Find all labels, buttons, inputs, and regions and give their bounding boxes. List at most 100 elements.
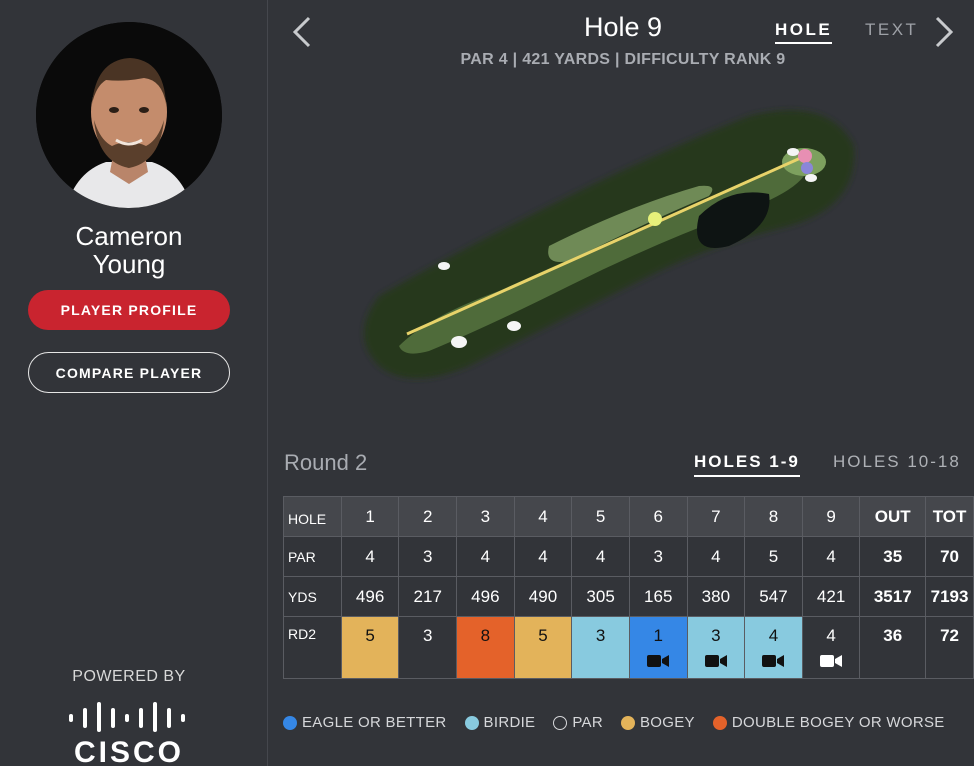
score-value: 4 — [768, 626, 779, 645]
yds-cell: 547 — [744, 576, 803, 617]
scorecard-par-row: PAR 4 3 4 4 4 3 4 5 4 35 70 — [283, 536, 974, 577]
header-cell: 9 — [801, 496, 861, 537]
header-cell: 1 — [340, 496, 400, 537]
score-value: 8 — [480, 626, 491, 645]
compare-player-button[interactable]: COMPARE PLAYER — [28, 352, 230, 393]
legend-label: BIRDIE — [483, 714, 536, 731]
score-value: 1 — [653, 626, 663, 645]
forward-chevron-icon[interactable] — [933, 16, 955, 48]
header-cell: 2 — [398, 496, 458, 537]
scorecard-round-row: RD2 5 3 8 5 3 1 3 4 4 36 72 — [283, 616, 974, 679]
hole-title: Hole 9 — [583, 12, 663, 42]
header-cell: 5 — [571, 496, 630, 537]
header-cell: TOT — [925, 496, 974, 537]
score-legend: EAGLE OR BETTER BIRDIE PAR BOGEY DOUBLE … — [283, 714, 945, 731]
score-cell[interactable]: 4 — [801, 616, 861, 679]
player-profile-button[interactable]: PLAYER PROFILE — [28, 290, 230, 330]
yds-cell: YDS — [283, 576, 342, 617]
video-camera-icon[interactable] — [704, 654, 727, 668]
yds-cell: 496 — [456, 576, 515, 617]
cisco-logo-icon — [69, 702, 185, 732]
legend-item-double-bogey: DOUBLE BOGEY OR WORSE — [712, 714, 945, 731]
yds-cell: 490 — [513, 576, 573, 617]
bogey-dot-icon — [621, 715, 635, 730]
score-cell[interactable]: 3 — [686, 616, 746, 679]
score-cell[interactable]: 5 — [513, 616, 573, 679]
video-camera-icon[interactable] — [762, 654, 785, 668]
score-cell[interactable]: 8 — [456, 616, 515, 679]
back-chevron-icon[interactable] — [291, 16, 313, 48]
legend-label: BOGEY — [640, 714, 695, 731]
score-value: 4 — [826, 626, 836, 645]
score-value: 3 — [711, 626, 721, 645]
birdie-dot-icon — [464, 715, 479, 730]
header-cell: 6 — [628, 496, 688, 537]
eagle-dot-icon — [283, 715, 297, 730]
tab-hole[interactable]: HOLE — [775, 20, 833, 44]
par-cell: 4 — [571, 536, 630, 577]
round-label: Round 2 — [284, 450, 368, 475]
score-cell[interactable]: 3 — [398, 616, 458, 679]
legend-label: PAR — [572, 714, 603, 731]
score-cell[interactable]: 3 — [571, 616, 630, 679]
video-camera-icon[interactable] — [647, 654, 670, 668]
par-cell: 3 — [398, 536, 458, 577]
legend-item-eagle: EAGLE OR BETTER — [283, 714, 447, 731]
legend-item-bogey: BOGEY — [621, 714, 695, 731]
header-cell: 3 — [456, 496, 515, 537]
tab-holes-1-9[interactable]: HOLES 1-9 — [694, 452, 800, 477]
score-cell[interactable]: 1 — [628, 616, 688, 679]
scorecard-table: HOLE 1 2 3 4 5 6 7 8 9 OUT TOT PAR 4 3 4… — [283, 496, 974, 679]
yds-cell: 7193 — [925, 576, 974, 617]
score-value: 72 — [940, 626, 959, 645]
legend-label: EAGLE OR BETTER — [302, 714, 447, 731]
yds-cell: 217 — [398, 576, 458, 617]
cisco-wordmark: CISCO — [73, 736, 184, 766]
par-cell: 70 — [925, 536, 974, 577]
header-cell: 8 — [744, 496, 803, 537]
hole-panel: Hole 9 PAR 4 | 421 YARDS | DIFFICULTY RA… — [269, 0, 974, 766]
header-cell: 7 — [686, 496, 746, 537]
player-sidebar: Cameron Young PLAYER PROFILE COMPARE PLA… — [0, 0, 268, 766]
header-cell: OUT — [859, 496, 927, 537]
par-cell: 4 — [513, 536, 573, 577]
yds-cell: 305 — [571, 576, 630, 617]
par-cell: PAR — [283, 536, 342, 577]
score-value: 5 — [538, 626, 548, 645]
hole-details: PAR 4 | 421 YARDS | DIFFICULTY RANK 9 — [460, 51, 786, 68]
tab-text[interactable]: TEXT — [865, 20, 919, 39]
par-dot-icon — [553, 715, 568, 730]
score-value: 3 — [423, 626, 433, 645]
scorecard-header-row: HOLE 1 2 3 4 5 6 7 8 9 OUT TOT — [283, 496, 974, 537]
par-cell: 4 — [686, 536, 746, 577]
legend-item-par: PAR — [553, 714, 603, 731]
legend-label: DOUBLE BOGEY OR WORSE — [731, 714, 945, 731]
yds-cell: 496 — [340, 576, 400, 617]
score-value: 36 — [883, 626, 903, 645]
score-cell: 72 — [925, 616, 974, 679]
player-name: Cameron Young — [0, 222, 258, 278]
score-cell[interactable]: 5 — [340, 616, 400, 679]
score-value: 3 — [595, 626, 606, 645]
round-label-text: RD2 — [288, 626, 317, 642]
hole-map — [364, 110, 855, 379]
par-cell: 5 — [744, 536, 803, 577]
round-cell: RD2 — [283, 616, 342, 679]
player-last-name: Young — [92, 249, 166, 279]
par-cell: 3 — [628, 536, 688, 577]
powered-by-label: POWERED BY — [72, 668, 186, 685]
header-cell: 4 — [513, 496, 573, 537]
player-first-name: Cameron — [75, 221, 183, 251]
par-cell: 4 — [456, 536, 515, 577]
tab-holes-10-18[interactable]: HOLES 10-18 — [833, 452, 961, 471]
yds-cell: 3517 — [859, 576, 927, 617]
score-cell[interactable]: 4 — [744, 616, 803, 679]
par-cell: 4 — [801, 536, 861, 577]
yds-cell: 421 — [801, 576, 861, 617]
player-avatar — [36, 22, 222, 208]
score-cell: 36 — [859, 616, 927, 679]
header-cell: HOLE — [283, 496, 342, 537]
yds-cell: 165 — [628, 576, 688, 617]
double-bogey-dot-icon — [712, 715, 727, 730]
video-camera-icon[interactable] — [820, 654, 843, 668]
